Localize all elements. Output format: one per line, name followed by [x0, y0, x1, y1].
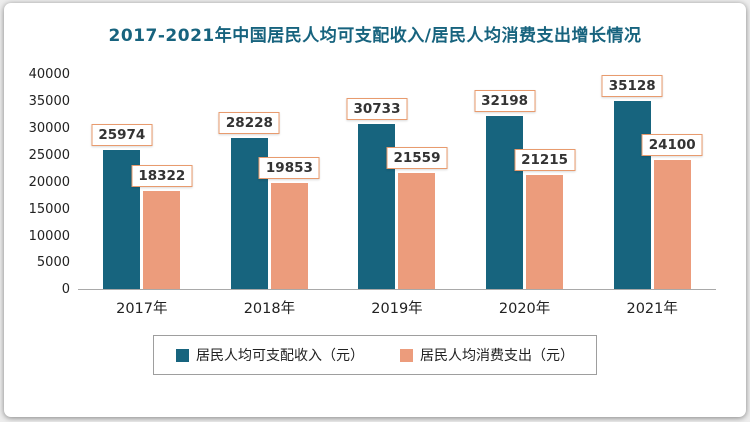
- bar-disposable-income: 32198: [474, 90, 536, 290]
- bar-value-label: 18322: [131, 164, 193, 187]
- bar-value-label: 30733: [346, 98, 408, 121]
- chart-card: 2017-2021年中国居民人均可支配收入/居民人均消费支出增长情况 0 5000…: [4, 3, 746, 417]
- legend-item-disposable-income: 居民人均可支配收入（元）: [176, 345, 364, 365]
- bar-consumption-expenditure: 21559: [386, 147, 448, 290]
- legend-swatch-consumption-expenditure: [400, 348, 413, 362]
- legend-wrap: 居民人均可支配收入（元） 居民人均消费支出（元）: [4, 335, 746, 376]
- chart-title: 2017-2021年中国居民人均可支配收入/居民人均消费支出增长情况: [108, 26, 642, 46]
- y-axis: 0 5000 10000 15000 20000 25000 30000 35000 40000: [16, 67, 78, 297]
- bar-group: 25974 18322: [91, 75, 193, 290]
- bar-consumption-expenditure: 19853: [258, 156, 320, 290]
- bar-value-label: 35128: [601, 74, 663, 97]
- bar-value-label: 21215: [514, 149, 576, 172]
- y-tick-label: 25000: [28, 147, 70, 163]
- bar-value-label: 32198: [474, 90, 536, 113]
- y-tick-label: 30000: [28, 121, 70, 137]
- legend-item-consumption-expenditure: 居民人均消费支出（元）: [400, 345, 574, 365]
- y-tick-label: 40000: [28, 67, 70, 83]
- bar-consumption-expenditure: 18322: [131, 164, 193, 290]
- x-tick-label: 2017年: [116, 301, 168, 318]
- bar-consumption-expenditure: 21215: [514, 149, 576, 290]
- chart-area: 0 5000 10000 15000 20000 25000 30000 35000 40000…: [16, 67, 716, 297]
- bar-value-label: 24100: [641, 133, 703, 156]
- x-tick-label: 2019年: [371, 301, 423, 318]
- legend-swatch-disposable-income: [176, 348, 189, 362]
- y-tick-label: 0: [61, 282, 70, 298]
- bar-value-label: 19853: [258, 156, 320, 179]
- bar-value-label: 25974: [91, 123, 153, 146]
- legend-label: 居民人均可支配收入（元）: [196, 348, 364, 365]
- y-tick-label: 20000: [28, 174, 70, 190]
- bar-group: 28228 19853: [218, 75, 320, 290]
- y-tick-label: 15000: [28, 201, 70, 217]
- x-tick-label: 2020年: [498, 301, 551, 318]
- bar-disposable-income: 35128: [601, 74, 663, 290]
- y-tick-label: 10000: [28, 228, 70, 244]
- legend: 居民人均可支配收入（元） 居民人均消费支出（元）: [153, 335, 597, 376]
- x-tick-label: 2018年: [243, 301, 296, 318]
- x-axis: 2017年 2018年 2019年 2020年 2021年: [78, 290, 716, 318]
- bar-group: 30733 21559: [346, 75, 448, 290]
- y-tick-label: 35000: [28, 94, 70, 110]
- plot-area: 25974 18322 28228 19853 30733 21559 32198 21215…: [78, 74, 716, 291]
- bar-value-label: 21559: [386, 147, 448, 170]
- bar-group: 32198 21215: [474, 75, 576, 290]
- bar-group: 35128 24100: [601, 74, 703, 290]
- bar-consumption-expenditure: 24100: [641, 133, 703, 290]
- bar-value-label: 28228: [218, 111, 280, 134]
- x-tick-label: 2021年: [626, 301, 678, 318]
- y-tick-label: 5000: [36, 255, 70, 271]
- legend-label: 居民人均消费支出（元）: [420, 348, 574, 365]
